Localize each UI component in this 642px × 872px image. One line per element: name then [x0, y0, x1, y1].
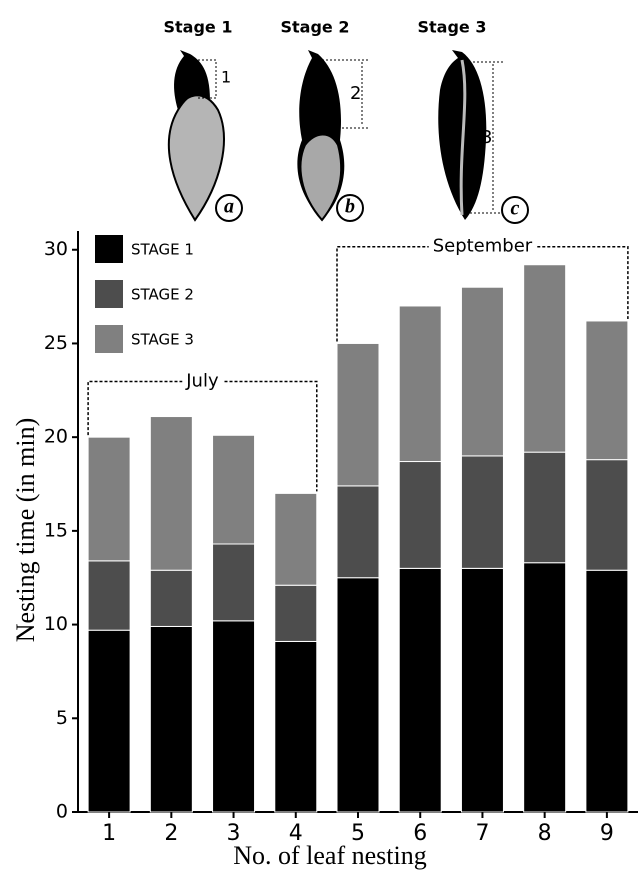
- bar-segment: [337, 578, 379, 812]
- bar-segment: [213, 621, 255, 812]
- x-tick-label: 5: [351, 821, 365, 846]
- bar-segment: [461, 287, 503, 456]
- y-tick-label: 25: [44, 332, 68, 354]
- leaf-base: [301, 134, 342, 220]
- legend-swatch: [95, 325, 123, 353]
- bar-segment: [88, 630, 130, 812]
- bar-segment: [150, 570, 192, 626]
- legend-label: STAGE 1: [131, 241, 194, 259]
- panel-title: Stage 3: [418, 18, 487, 37]
- panel-title: Stage 2: [281, 18, 350, 37]
- group-label: July: [185, 371, 219, 392]
- bar-segment: [150, 626, 192, 812]
- bar-segment: [88, 437, 130, 561]
- group-label: September: [433, 236, 533, 257]
- bar-segment: [213, 435, 255, 544]
- x-tick-label: 8: [538, 821, 552, 846]
- panel-letter: b: [345, 196, 355, 218]
- bar-segment: [150, 417, 192, 571]
- legend-swatch: [95, 235, 123, 263]
- bar-segment: [586, 460, 628, 571]
- x-tick-label: 3: [227, 821, 241, 846]
- panel-letter: a: [224, 196, 234, 218]
- bar-segment: [399, 462, 441, 569]
- bar-segment: [213, 544, 255, 621]
- bar-segment: [524, 563, 566, 812]
- bar-segment: [586, 321, 628, 460]
- bar-segment: [275, 641, 317, 812]
- bar-segment: [524, 452, 566, 563]
- bar-segment: [399, 306, 441, 462]
- bar-segment: [88, 561, 130, 630]
- y-tick-label: 10: [44, 613, 68, 635]
- figure: Stage 1 Stage 2 Stage 3 1 a 2 b 3 c Nest…: [0, 0, 642, 872]
- bar-segment: [461, 568, 503, 812]
- bar-segment: [399, 568, 441, 812]
- y-tick-label: 15: [44, 519, 68, 541]
- bar-segment: [337, 343, 379, 485]
- y-tick-label: 0: [56, 801, 68, 823]
- y-axis-label: Nesting time (in min): [11, 418, 40, 643]
- panel-letter: c: [511, 198, 520, 220]
- x-tick-label: 7: [475, 821, 489, 846]
- bar-segment: [275, 493, 317, 585]
- x-tick-label: 2: [164, 821, 178, 846]
- leaf-illustrations: Stage 1 Stage 2 Stage 3 1 a 2 b 3 c: [164, 18, 528, 224]
- measure-label: 2: [350, 83, 361, 104]
- bar-segment: [586, 570, 628, 812]
- x-tick-label: 9: [600, 821, 614, 846]
- legend-swatch: [95, 280, 123, 308]
- measure-label: 3: [481, 127, 492, 148]
- x-tick-label: 1: [102, 821, 116, 846]
- x-tick-label: 4: [289, 821, 303, 846]
- y-tick-label: 20: [44, 426, 68, 448]
- leaf: [169, 95, 224, 220]
- x-tick-label: 6: [413, 821, 427, 846]
- bar-segment: [275, 585, 317, 641]
- legend-label: STAGE 2: [131, 286, 194, 304]
- y-tick-label: 30: [44, 238, 68, 260]
- bar-segment: [461, 456, 503, 568]
- bar-segment: [337, 486, 379, 578]
- legend-label: STAGE 3: [131, 331, 194, 349]
- panel-title: Stage 1: [164, 18, 233, 37]
- x-axis-label: No. of leaf nesting: [233, 841, 427, 870]
- y-tick-label: 5: [56, 707, 68, 729]
- measure-label: 1: [221, 68, 231, 87]
- bar-segment: [524, 265, 566, 452]
